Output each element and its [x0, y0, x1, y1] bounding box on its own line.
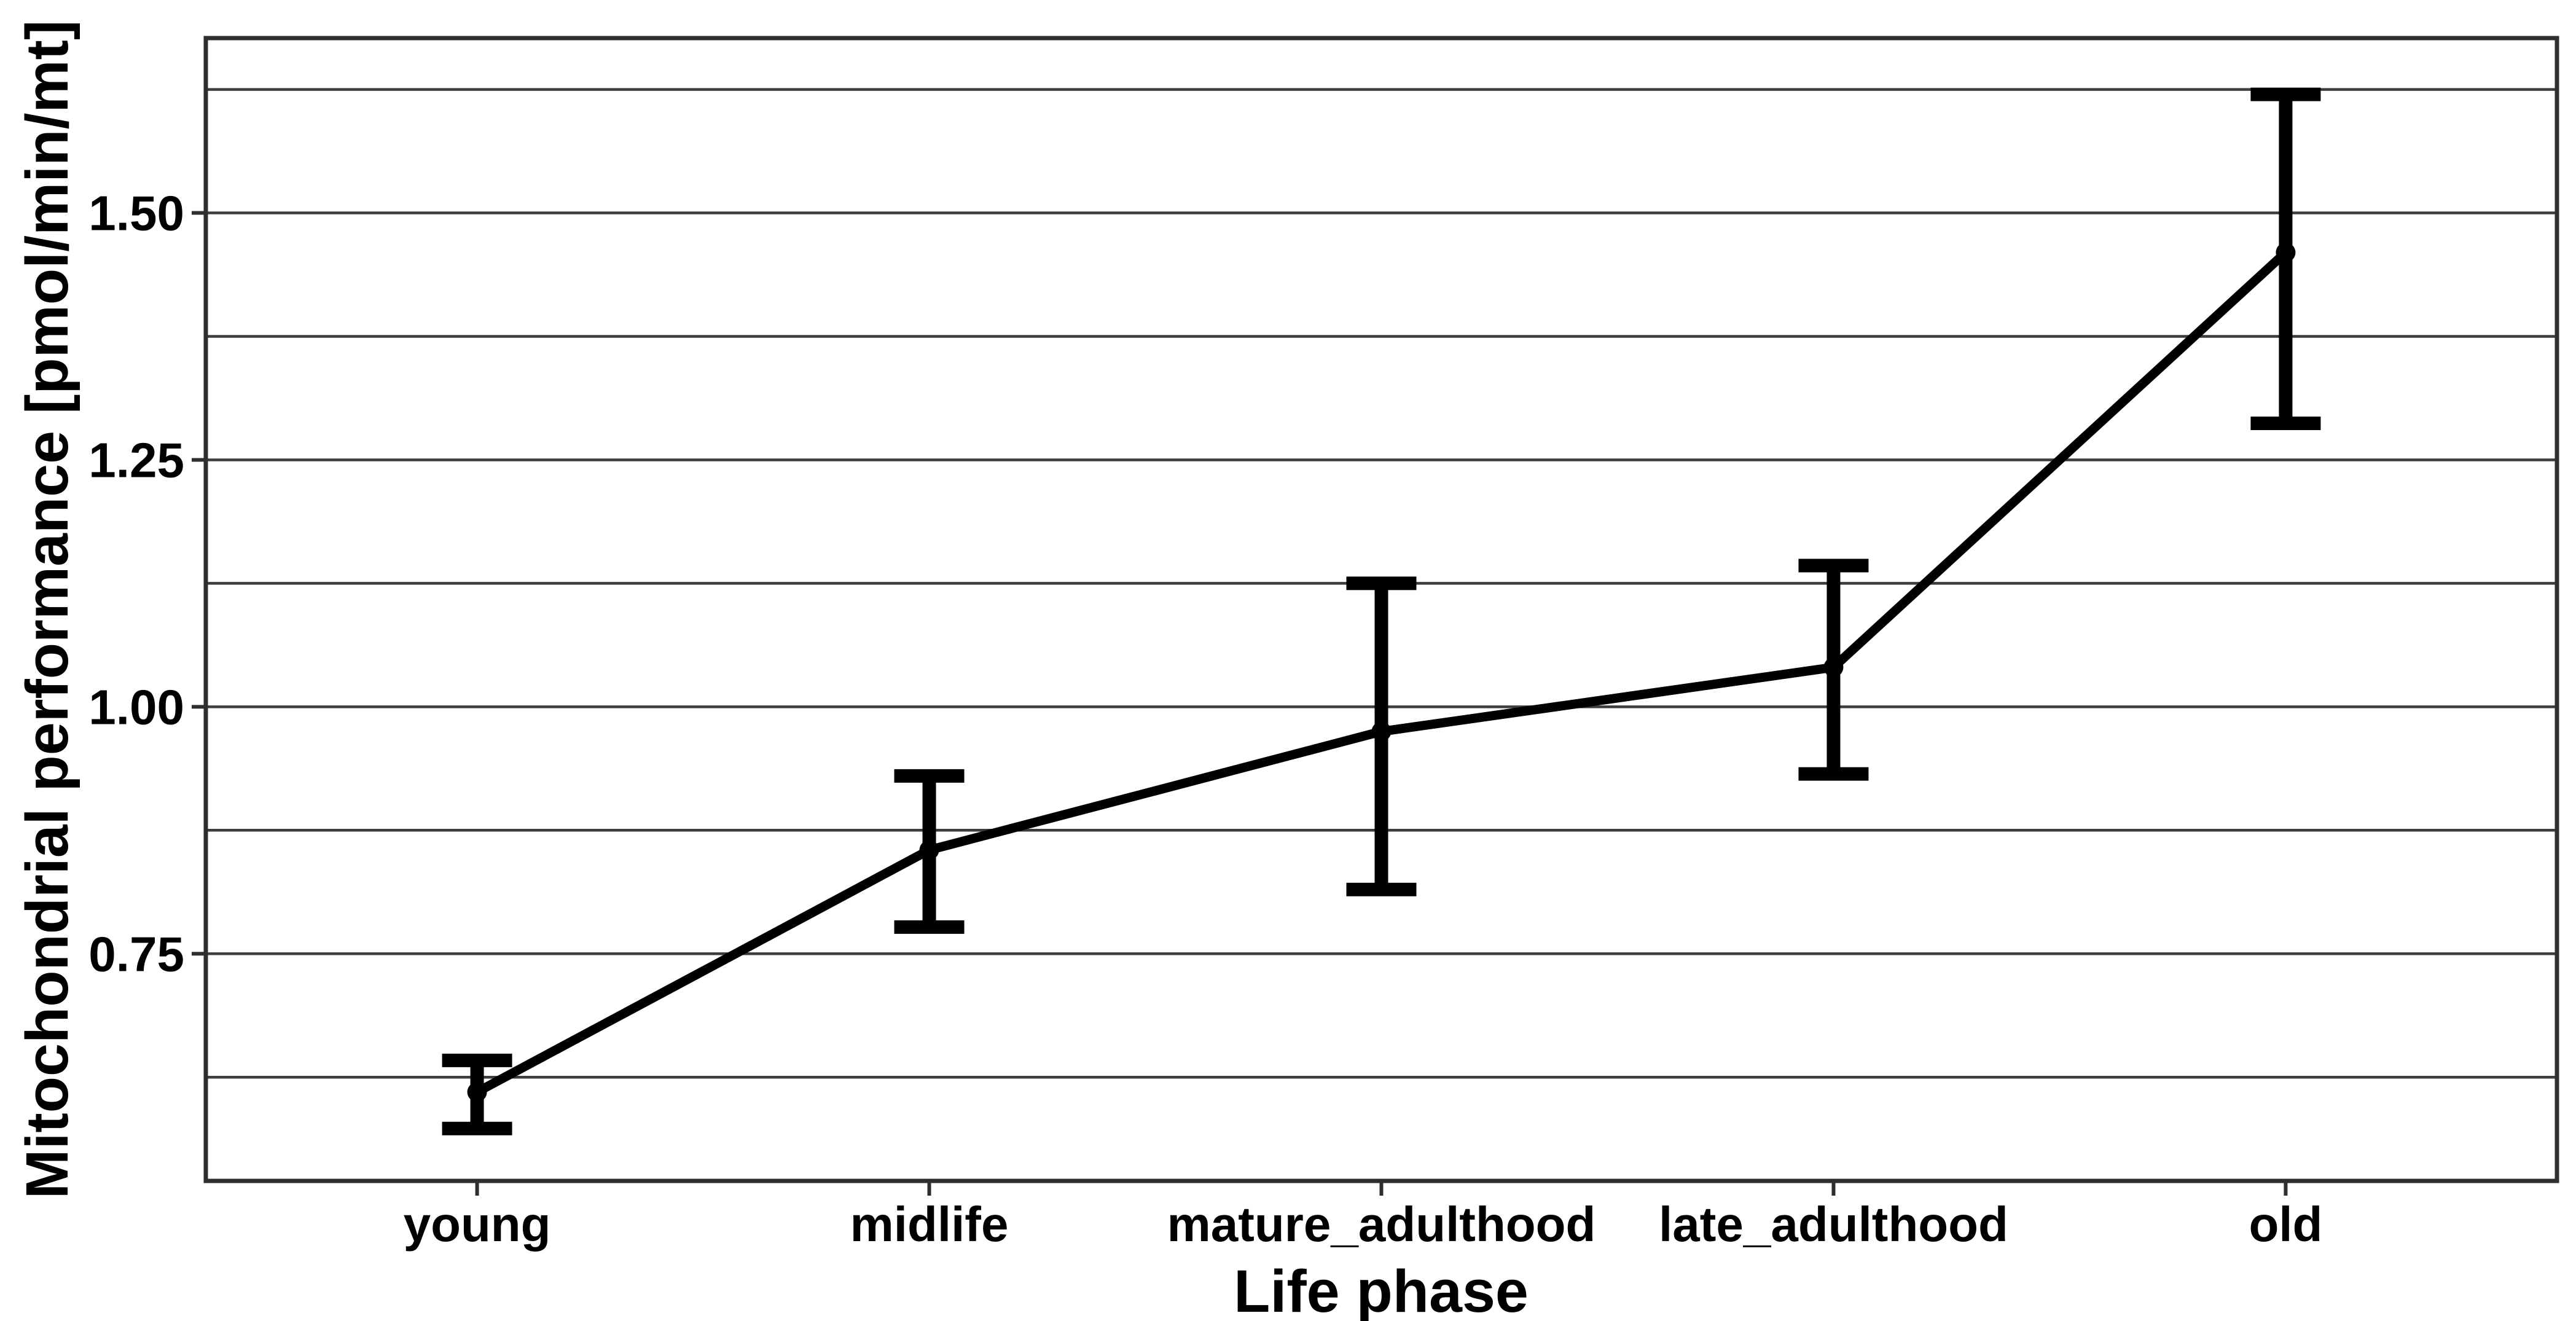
data-series-layer	[442, 87, 2321, 1135]
data-point	[919, 840, 939, 860]
x-tick-label: mature_adulthood	[1167, 1197, 1596, 1252]
axis-ticks-layer	[192, 211, 2288, 1196]
y-tick-label: 0.75	[88, 927, 184, 981]
y-axis-title: Mitochondrial performance [pmol/min/mt]	[14, 20, 80, 1199]
data-point	[467, 1082, 487, 1102]
y-tick-label: 1.00	[88, 680, 184, 734]
x-axis-title: Life phase	[1234, 1258, 1529, 1321]
y-tick-label: 1.50	[88, 186, 184, 241]
data-point	[1371, 721, 1392, 742]
x-tick-label: old	[2249, 1197, 2322, 1252]
x-tick-label: midlife	[850, 1197, 1009, 1252]
axis-labels-layer: 1.50 1.25 1.00 0.75 young midlife mature_adult…	[88, 186, 2322, 1252]
data-point	[2276, 242, 2296, 262]
data-point	[1823, 657, 1844, 678]
x-tick-label: young	[404, 1197, 551, 1252]
x-tick-label: late_adulthood	[1659, 1197, 2008, 1252]
y-tick-label: 1.25	[88, 433, 184, 487]
